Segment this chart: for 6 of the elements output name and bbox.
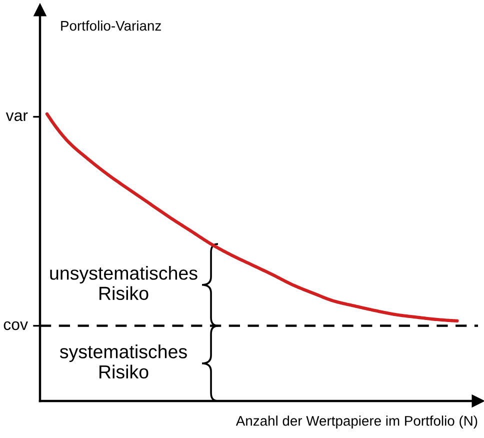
text: var	[6, 112, 28, 122]
annotation: unsystematisches Risiko	[50, 266, 198, 300]
annotation: systematisches Risiko	[60, 344, 187, 379]
text: Portfolio-Varianz	[61, 20, 161, 31]
ref-line-label: cov	[4, 321, 28, 330]
x-axis-title: Anzahl der Wertpapiere im Portfolio (N)	[236, 416, 478, 429]
